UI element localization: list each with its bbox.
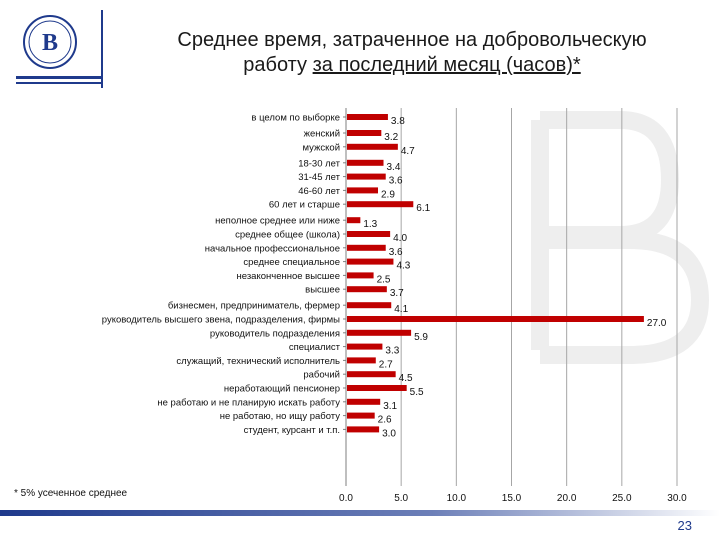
category-label: служащий, технический исполнитель bbox=[176, 356, 340, 367]
category-label: рабочий bbox=[303, 370, 340, 381]
data-label: 4.7 bbox=[401, 146, 415, 157]
category-label: 60 лет и старше bbox=[269, 200, 340, 211]
category-label: не работаю, но ищу работу bbox=[220, 411, 341, 422]
bar bbox=[347, 398, 381, 405]
bar bbox=[347, 130, 382, 136]
data-label: 2.7 bbox=[379, 359, 393, 370]
category-label: в целом по выборке bbox=[251, 113, 340, 124]
bar bbox=[347, 272, 374, 279]
bar bbox=[347, 217, 361, 224]
data-label: 3.0 bbox=[382, 428, 396, 439]
data-label: 3.8 bbox=[391, 116, 405, 127]
bar bbox=[347, 114, 388, 120]
bar bbox=[347, 244, 386, 251]
data-label: 2.9 bbox=[381, 189, 395, 200]
category-label: неполное среднее или ниже bbox=[215, 216, 340, 227]
bar bbox=[347, 371, 396, 378]
category-label: специалист bbox=[289, 342, 341, 353]
title-line-2-underlined: за последний месяц (часов)* bbox=[312, 54, 581, 76]
category-label: 46-60 лет bbox=[298, 186, 340, 197]
slide-header: В Среднее время, затраченное на добровол… bbox=[0, 0, 720, 100]
x-tick-label: 15.0 bbox=[502, 493, 522, 504]
data-label: 3.6 bbox=[389, 247, 403, 258]
category-label: высшее bbox=[305, 285, 340, 296]
data-label: 4.3 bbox=[396, 261, 410, 272]
bar bbox=[347, 286, 387, 293]
category-label: 31-45 лет bbox=[298, 172, 340, 183]
data-label: 3.7 bbox=[390, 288, 404, 299]
data-label: 2.6 bbox=[378, 415, 392, 426]
bar bbox=[347, 187, 378, 194]
bottom-accent-bar bbox=[0, 510, 720, 516]
category-label: мужской bbox=[303, 142, 340, 153]
data-label: 4.0 bbox=[393, 233, 407, 244]
bar bbox=[347, 173, 386, 180]
category-label: бизнесмен, предприниматель, фермер bbox=[168, 301, 340, 312]
title-line-2-plain: работу bbox=[243, 54, 313, 76]
bar bbox=[347, 231, 391, 237]
bar bbox=[347, 426, 380, 433]
data-label: 3.1 bbox=[383, 401, 397, 412]
data-label: 27.0 bbox=[647, 318, 667, 329]
data-label: 2.5 bbox=[377, 274, 391, 285]
data-label: 3.2 bbox=[384, 132, 398, 143]
category-label: 18-30 лет bbox=[298, 158, 340, 169]
watermark-emblem bbox=[531, 111, 710, 364]
category-label: среднее специальное bbox=[243, 257, 340, 268]
title-line-2: работу за последний месяц (часов)* bbox=[112, 53, 712, 78]
bar bbox=[347, 159, 384, 166]
category-label: не работаю и не планирую искать работу bbox=[157, 397, 340, 408]
title-line-1: Среднее время, затраченное на добровольч… bbox=[177, 29, 647, 51]
bar bbox=[347, 258, 394, 265]
bar bbox=[347, 201, 414, 208]
data-label: 3.4 bbox=[387, 162, 401, 173]
page-number: 23 bbox=[677, 518, 692, 533]
data-label: 4.1 bbox=[394, 304, 408, 315]
bar bbox=[347, 316, 644, 322]
header-divider bbox=[101, 10, 103, 88]
bar bbox=[347, 329, 412, 336]
x-tick-label: 5.0 bbox=[394, 493, 408, 504]
data-label: 3.6 bbox=[389, 176, 403, 187]
data-label: 4.5 bbox=[399, 373, 413, 384]
data-label: 6.1 bbox=[416, 203, 430, 214]
x-tick-label: 30.0 bbox=[667, 493, 687, 504]
university-logo: В bbox=[16, 15, 102, 84]
category-label: начальное профессиональное bbox=[205, 243, 340, 254]
category-label: неработающий пенсионер bbox=[224, 384, 340, 395]
category-label: руководитель высшего звена, подразделени… bbox=[102, 315, 340, 326]
x-tick-label: 10.0 bbox=[447, 493, 467, 504]
category-label: руководитель подразделения bbox=[210, 328, 340, 339]
slide-title: Среднее время, затраченное на добровольч… bbox=[112, 28, 712, 78]
bar bbox=[347, 385, 407, 391]
svg-text:В: В bbox=[42, 30, 58, 56]
data-label: 3.3 bbox=[385, 346, 399, 357]
x-tick-label: 0.0 bbox=[339, 493, 353, 504]
x-tick-label: 25.0 bbox=[612, 493, 632, 504]
data-label: 5.5 bbox=[410, 387, 424, 398]
bar bbox=[347, 343, 383, 350]
bar bbox=[347, 143, 398, 150]
category-label: незаконченное высшее bbox=[237, 271, 341, 282]
bar bbox=[347, 412, 375, 419]
x-tick-label: 20.0 bbox=[557, 493, 577, 504]
bar bbox=[347, 357, 376, 364]
bar bbox=[347, 302, 392, 309]
category-label: женский bbox=[304, 129, 340, 140]
category-label: студент, курсант и т.п. bbox=[244, 425, 340, 436]
footnote: * 5% усеченное среднее bbox=[14, 488, 128, 499]
data-label: 5.9 bbox=[414, 332, 428, 343]
category-label: среднее общее (школа) bbox=[235, 230, 340, 241]
data-label: 1.3 bbox=[363, 219, 377, 230]
